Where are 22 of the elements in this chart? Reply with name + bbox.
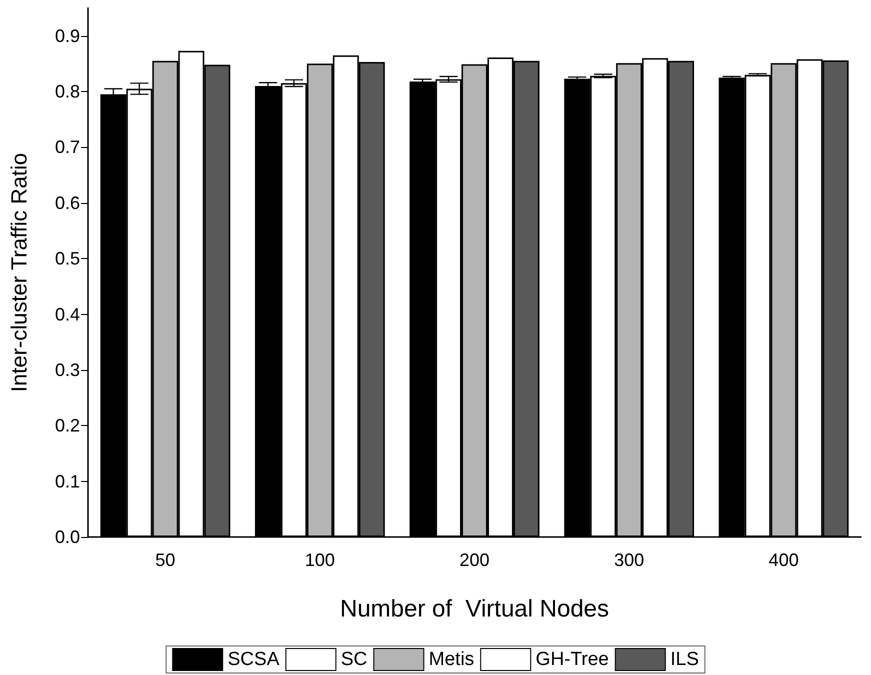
x-axis-title: Number of Virtual Nodes: [340, 596, 610, 622]
legend-label: SCSA: [228, 649, 280, 670]
y-tick-label: 0.5: [54, 248, 80, 269]
y-axis-title: Inter-cluster Traffic Ratio: [6, 152, 32, 392]
legend-label: GH-Tree: [536, 649, 609, 670]
y-tick-label: 0.6: [54, 192, 80, 213]
y-tick-label: 0.8: [54, 82, 80, 102]
y-tick-label: 0.9: [54, 26, 80, 46]
x-tick-label: 200: [459, 550, 490, 570]
x-tick-label: 100: [304, 550, 335, 570]
y-tick-label: 0.2: [54, 416, 80, 436]
y-tick-label: 0.3: [54, 360, 80, 380]
x-tick-label: 400: [768, 550, 799, 570]
legend-label: Metis: [428, 649, 474, 670]
legend-label: ILS: [670, 649, 699, 670]
y-tick-label: 0.7: [54, 137, 80, 158]
x-tick-label: 50: [155, 550, 176, 570]
y-tick-label: 0.4: [54, 304, 80, 324]
y-tick-label: 0.0: [54, 527, 80, 547]
legend-label: SC: [340, 649, 368, 670]
x-tick-label: 300: [614, 550, 644, 570]
y-tick-label: 0.1: [54, 471, 80, 492]
